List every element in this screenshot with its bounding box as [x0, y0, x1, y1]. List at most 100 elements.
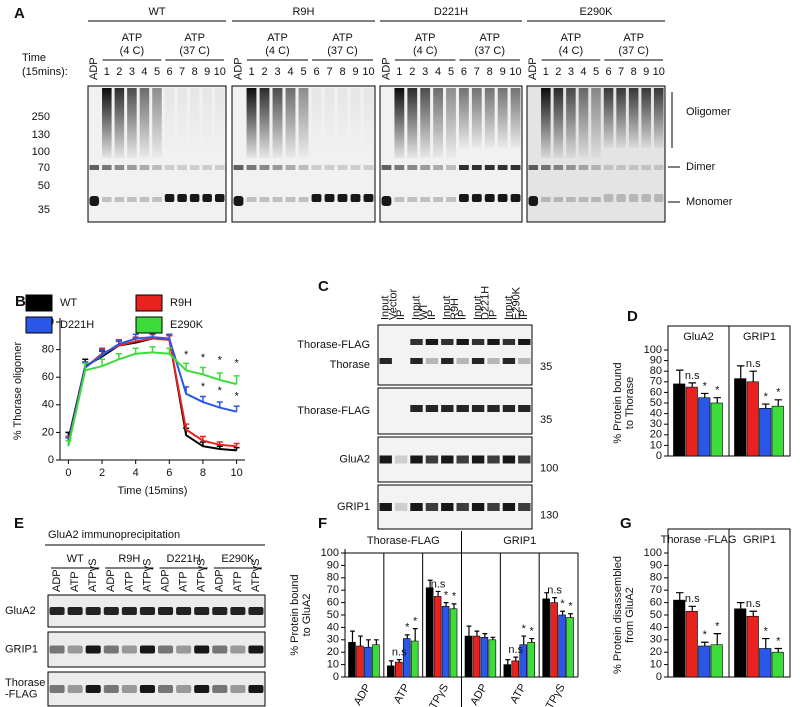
y-tick-label: 40 — [650, 621, 662, 633]
band — [518, 358, 531, 364]
band — [176, 685, 192, 693]
band — [425, 358, 439, 364]
group-label: Thorase-FLAG — [367, 535, 440, 547]
category-label: ADP — [352, 682, 374, 707]
condition-label: (4 C) — [413, 45, 437, 57]
band — [510, 194, 521, 202]
smear — [484, 88, 495, 148]
significance: n.s — [508, 644, 523, 656]
condition-label: (4 C) — [120, 45, 144, 57]
band — [85, 607, 101, 615]
band — [518, 503, 531, 511]
smear — [394, 88, 405, 158]
lane-label: Input — [410, 296, 422, 320]
smear — [127, 88, 137, 158]
group-label: E290K — [221, 553, 255, 565]
band — [285, 165, 296, 170]
lane-label: 5 — [593, 66, 599, 78]
band — [103, 645, 119, 654]
smear — [337, 88, 348, 148]
error-bar — [544, 592, 550, 599]
mw-marker: 130 — [32, 129, 50, 141]
lane-label: Input — [472, 296, 484, 320]
lane-label: 8 — [339, 66, 345, 78]
band — [528, 165, 539, 170]
lane-label: 7 — [326, 66, 332, 78]
band — [152, 165, 162, 170]
smear — [459, 88, 469, 148]
lane-label: ATP — [69, 571, 81, 592]
panel-letter: F — [318, 515, 327, 532]
mw-marker: 70 — [38, 162, 50, 174]
error-bar — [412, 628, 418, 642]
band — [85, 685, 101, 693]
band — [484, 165, 495, 170]
smear — [553, 88, 564, 158]
y-tick-label: 100 — [644, 547, 662, 559]
band — [502, 339, 516, 345]
band — [420, 197, 431, 202]
significance: * — [715, 385, 720, 397]
band — [85, 645, 101, 654]
band — [212, 607, 228, 615]
significance: * — [218, 385, 223, 397]
bar — [410, 640, 419, 678]
band — [456, 339, 469, 345]
panel-letter: C — [318, 278, 329, 295]
smear — [311, 88, 322, 148]
smear — [177, 88, 187, 148]
lane-label: 2 — [116, 66, 122, 78]
category-label: GluA2 — [683, 331, 714, 343]
band — [379, 358, 392, 364]
band — [471, 405, 485, 412]
bar — [472, 635, 481, 678]
lane-label: 5 — [448, 66, 454, 78]
lane-label: 9 — [204, 66, 210, 78]
lane-label: ADP — [214, 569, 226, 592]
x-tick-label: 10 — [230, 467, 242, 479]
bar — [685, 610, 698, 678]
lane-label: 6 — [461, 66, 467, 78]
bar — [348, 641, 356, 678]
band — [103, 685, 119, 693]
lane-label: ATP — [178, 571, 190, 592]
bar — [698, 645, 711, 678]
band — [158, 607, 174, 615]
bar — [441, 606, 450, 678]
band — [127, 165, 137, 170]
bar — [771, 405, 784, 457]
band — [230, 645, 246, 654]
genotype-label: WT — [418, 303, 430, 320]
bar — [488, 639, 497, 678]
band — [487, 339, 500, 345]
error-bar — [474, 630, 480, 637]
smear — [497, 88, 508, 148]
error-bar — [183, 386, 190, 394]
error-bar — [115, 339, 122, 345]
series-line — [67, 337, 237, 448]
band — [285, 197, 296, 202]
lane-label: ADP — [527, 57, 539, 80]
band — [127, 197, 137, 202]
band — [248, 645, 264, 654]
error-bar — [132, 333, 139, 339]
significance: n.s — [685, 370, 700, 382]
genotype-label: Vector — [387, 288, 399, 320]
band — [89, 165, 100, 170]
y-tick-label: 10 — [650, 659, 662, 671]
band — [487, 358, 500, 364]
panel-letter: E — [14, 515, 24, 532]
error-bar — [183, 362, 190, 371]
panel-letter: G — [620, 515, 632, 532]
error-bar — [701, 392, 709, 398]
lane-label: 4 — [287, 66, 293, 78]
significance: n.s — [547, 585, 562, 597]
band — [502, 455, 516, 464]
y-tick-label: 80 — [650, 365, 662, 377]
x-tick-label: 2 — [99, 467, 105, 479]
significance: * — [452, 591, 457, 603]
error-bar — [749, 610, 757, 617]
y-tick-label: 70 — [650, 584, 662, 596]
significance: * — [776, 387, 781, 399]
mw-marker: 100 — [32, 146, 50, 158]
